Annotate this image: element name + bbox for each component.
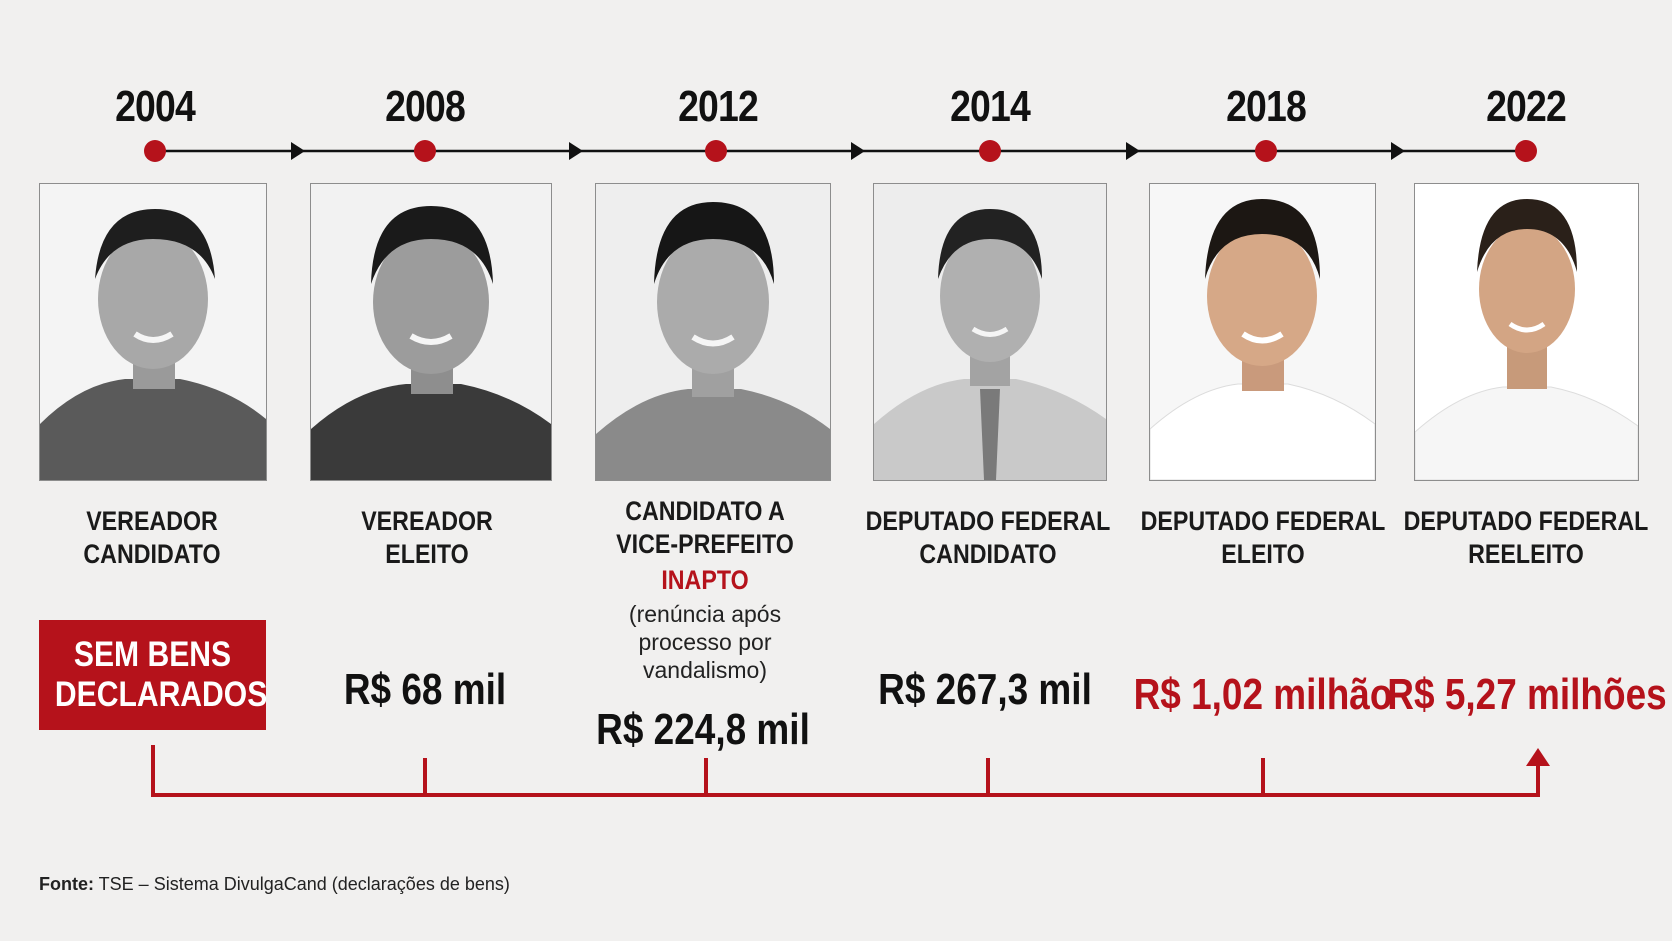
role-label-2022: DEPUTADO FEDERAL REELEITO <box>1403 506 1649 569</box>
year-label: 2008 <box>385 82 466 131</box>
timeline-arrow-icon <box>851 142 865 160</box>
note-2012: (renúncia após processo por vandalismo) <box>628 601 782 683</box>
timeline-arrow-icon <box>1126 142 1140 160</box>
timeline-arrow-icon <box>1391 142 1405 160</box>
assets-value-2008: R$ 68 mil <box>343 665 507 714</box>
timeline-dot <box>979 140 1001 162</box>
role-label-2004: VEREADOR CANDIDATO <box>83 506 221 569</box>
year-label: 2004 <box>115 82 196 131</box>
role-label-2012: CANDIDATO A VICE-PREFEITO INAPTO <box>567 495 842 597</box>
top-timeline-axis <box>155 142 1527 160</box>
timeline-arrow-icon <box>291 142 305 160</box>
assets-value-2022: R$ 5,27 milhões <box>1387 670 1667 719</box>
source-note: Fonte: TSE – Sistema DivulgaCand (declar… <box>39 874 510 895</box>
portrait-photo-2004 <box>39 183 267 481</box>
portrait-photo-2018 <box>1149 183 1376 481</box>
assets-value-2018: R$ 1,02 milhão <box>1133 670 1393 719</box>
timeline-dot <box>414 140 436 162</box>
year-label: 2012 <box>678 82 759 131</box>
portrait-photo-2022 <box>1414 183 1639 481</box>
timeline-dot <box>705 140 727 162</box>
year-label: 2014 <box>950 82 1031 131</box>
timeline-dot <box>1255 140 1277 162</box>
year-label: 2018 <box>1226 82 1307 131</box>
assets-value-2012: R$ 224,8 mil <box>596 705 810 754</box>
year-label: 2022 <box>1486 82 1567 131</box>
role-label-2008: VEREADOR ELEITO <box>361 506 493 569</box>
timeline-dot <box>1515 140 1537 162</box>
status-inapto: INAPTO <box>661 565 749 595</box>
timeline-arrow-icon <box>569 142 583 160</box>
bottom-growth-axis <box>151 745 1550 797</box>
source-text: TSE – Sistema DivulgaCand (declarações d… <box>98 874 510 894</box>
portrait-photo-2014 <box>873 183 1107 481</box>
role-label-2014: DEPUTADO FEDERAL CANDIDATO <box>865 506 1111 569</box>
portrait-photo-2012 <box>595 183 831 481</box>
arrow-up-icon <box>1526 748 1550 766</box>
assets-value-2014: R$ 267,3 mil <box>878 665 1092 714</box>
timeline-dot <box>144 140 166 162</box>
no-assets-badge: SEM BENS DECLARADOS <box>39 620 267 730</box>
portrait-photo-2008 <box>310 183 552 481</box>
source-label: Fonte: <box>39 874 94 894</box>
role-label-2018: DEPUTADO FEDERAL ELEITO <box>1140 506 1386 569</box>
